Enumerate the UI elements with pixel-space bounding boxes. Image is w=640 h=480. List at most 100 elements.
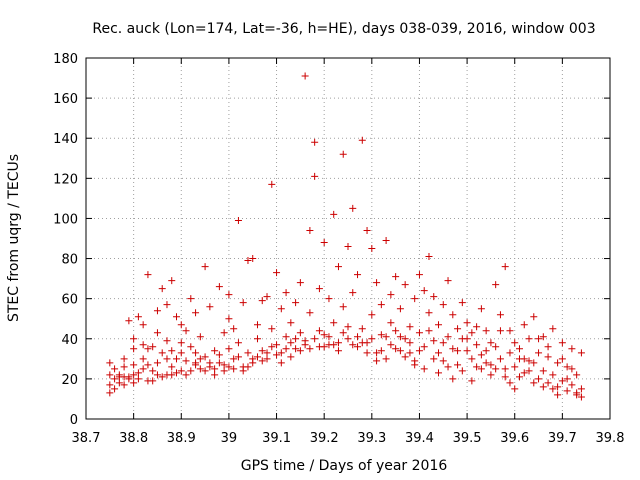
data-point	[225, 363, 233, 371]
data-point	[496, 311, 504, 319]
data-point	[487, 361, 495, 369]
data-point	[506, 379, 514, 387]
data-point	[454, 325, 462, 333]
data-point	[487, 371, 495, 379]
y-tick-label: 20	[61, 373, 78, 388]
data-point	[292, 345, 300, 353]
data-point	[187, 295, 195, 303]
data-point	[358, 136, 366, 144]
data-point	[392, 345, 400, 353]
data-point	[282, 289, 290, 297]
data-point	[373, 279, 381, 287]
data-point	[230, 365, 238, 373]
plot-frame	[85, 57, 611, 420]
data-point	[225, 345, 233, 353]
data-point	[506, 349, 514, 357]
data-point	[211, 347, 219, 355]
data-point	[163, 337, 171, 345]
data-point	[258, 297, 266, 305]
data-point	[225, 291, 233, 299]
data-point	[149, 343, 157, 351]
data-point	[163, 355, 171, 363]
data-point	[201, 263, 209, 271]
data-point	[477, 305, 485, 313]
x-tick-label: 39.7	[548, 431, 577, 446]
data-point	[577, 349, 585, 357]
data-point	[182, 327, 190, 335]
data-point	[558, 355, 566, 363]
data-point	[153, 359, 161, 367]
data-point	[487, 339, 495, 347]
data-point	[515, 355, 523, 363]
data-point	[363, 226, 371, 234]
data-points	[106, 72, 585, 401]
data-point	[549, 371, 557, 379]
data-point	[458, 367, 466, 375]
data-point	[168, 277, 176, 285]
data-point	[354, 333, 362, 341]
data-point	[263, 349, 271, 357]
data-point	[177, 367, 185, 375]
data-point	[539, 367, 547, 375]
data-point	[530, 359, 538, 367]
data-point	[192, 359, 200, 367]
data-point	[296, 279, 304, 287]
data-point	[130, 361, 138, 369]
data-point	[339, 329, 347, 337]
data-point	[549, 385, 557, 393]
data-point	[344, 323, 352, 331]
data-point	[392, 327, 400, 335]
data-point	[511, 339, 519, 347]
data-point	[406, 323, 414, 331]
data-point	[125, 317, 133, 325]
data-point	[196, 355, 204, 363]
data-point	[468, 377, 476, 385]
data-point	[501, 365, 509, 373]
plot-border	[85, 57, 611, 420]
data-point	[406, 339, 414, 347]
x-tick-label: 39.6	[500, 431, 529, 446]
data-point	[496, 355, 504, 363]
data-point	[435, 321, 443, 329]
data-point	[120, 363, 128, 371]
data-point	[196, 365, 204, 373]
data-point	[215, 283, 223, 291]
data-point	[525, 335, 533, 343]
data-point	[439, 301, 447, 309]
data-point	[320, 239, 328, 247]
data-point	[558, 377, 566, 385]
y-tick-label: 60	[61, 293, 78, 308]
data-point	[311, 335, 319, 343]
data-point	[273, 351, 281, 359]
y-tick-label: 140	[53, 132, 78, 147]
data-point	[320, 331, 328, 339]
data-point	[263, 355, 271, 363]
data-point	[368, 335, 376, 343]
data-point	[282, 333, 290, 341]
data-point	[439, 339, 447, 347]
data-point	[111, 365, 119, 373]
data-point	[425, 327, 433, 335]
data-point	[134, 313, 142, 321]
data-point	[106, 359, 114, 367]
data-point	[444, 333, 452, 341]
data-point	[511, 363, 519, 371]
data-point	[349, 341, 357, 349]
data-point	[435, 349, 443, 357]
y-tick-label: 0	[70, 413, 78, 428]
data-point	[163, 301, 171, 309]
data-point	[111, 385, 119, 393]
data-point	[334, 347, 342, 355]
x-tick-label: 38.8	[119, 431, 148, 446]
data-point	[387, 319, 395, 327]
data-point	[411, 295, 419, 303]
data-point	[473, 323, 481, 331]
data-point	[277, 305, 285, 313]
data-point	[511, 385, 519, 393]
data-point	[454, 347, 462, 355]
data-point	[473, 341, 481, 349]
data-point	[301, 341, 309, 349]
data-point	[173, 355, 181, 363]
data-point	[282, 345, 290, 353]
data-point	[368, 245, 376, 253]
